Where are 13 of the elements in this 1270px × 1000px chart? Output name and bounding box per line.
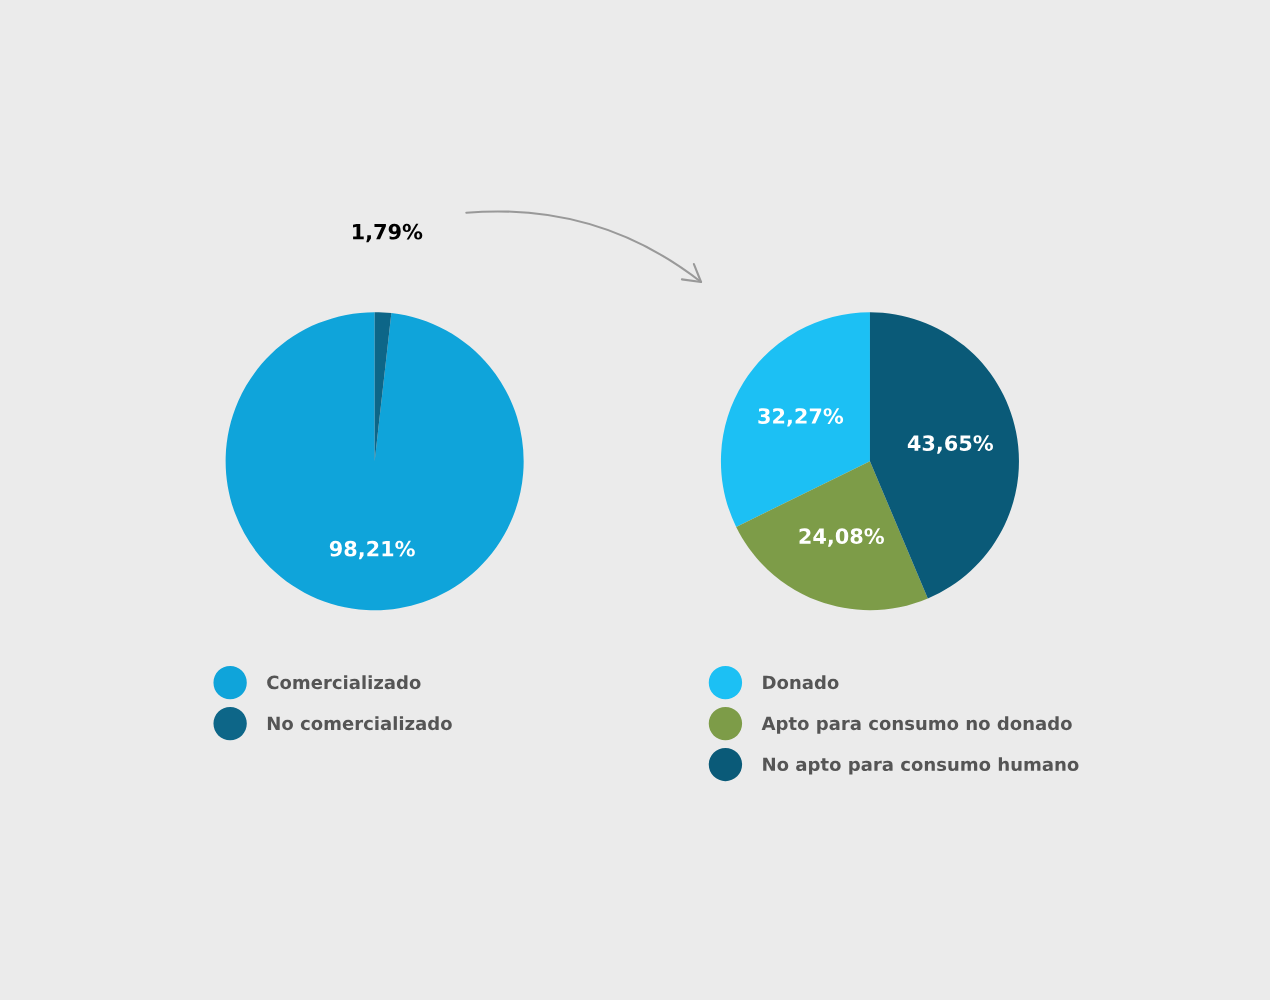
data-label: 98,21% xyxy=(329,540,415,560)
data-label: 43,65% xyxy=(907,435,994,454)
legend-label: No comercializado xyxy=(267,716,452,731)
legend-label: Donado xyxy=(763,675,839,690)
pie-slice xyxy=(736,461,928,611)
data-label: 24,08% xyxy=(799,528,884,547)
legend-label: Apto para consumo no donado xyxy=(761,716,1072,734)
legend-label: No apto para consumo humano xyxy=(763,757,1079,775)
pie-slice xyxy=(225,312,524,611)
data-label: 32,27% xyxy=(758,408,844,427)
pie-slice xyxy=(720,312,870,527)
data-label: 1,79% xyxy=(353,223,423,243)
legend-label: Comercializado xyxy=(267,675,421,690)
